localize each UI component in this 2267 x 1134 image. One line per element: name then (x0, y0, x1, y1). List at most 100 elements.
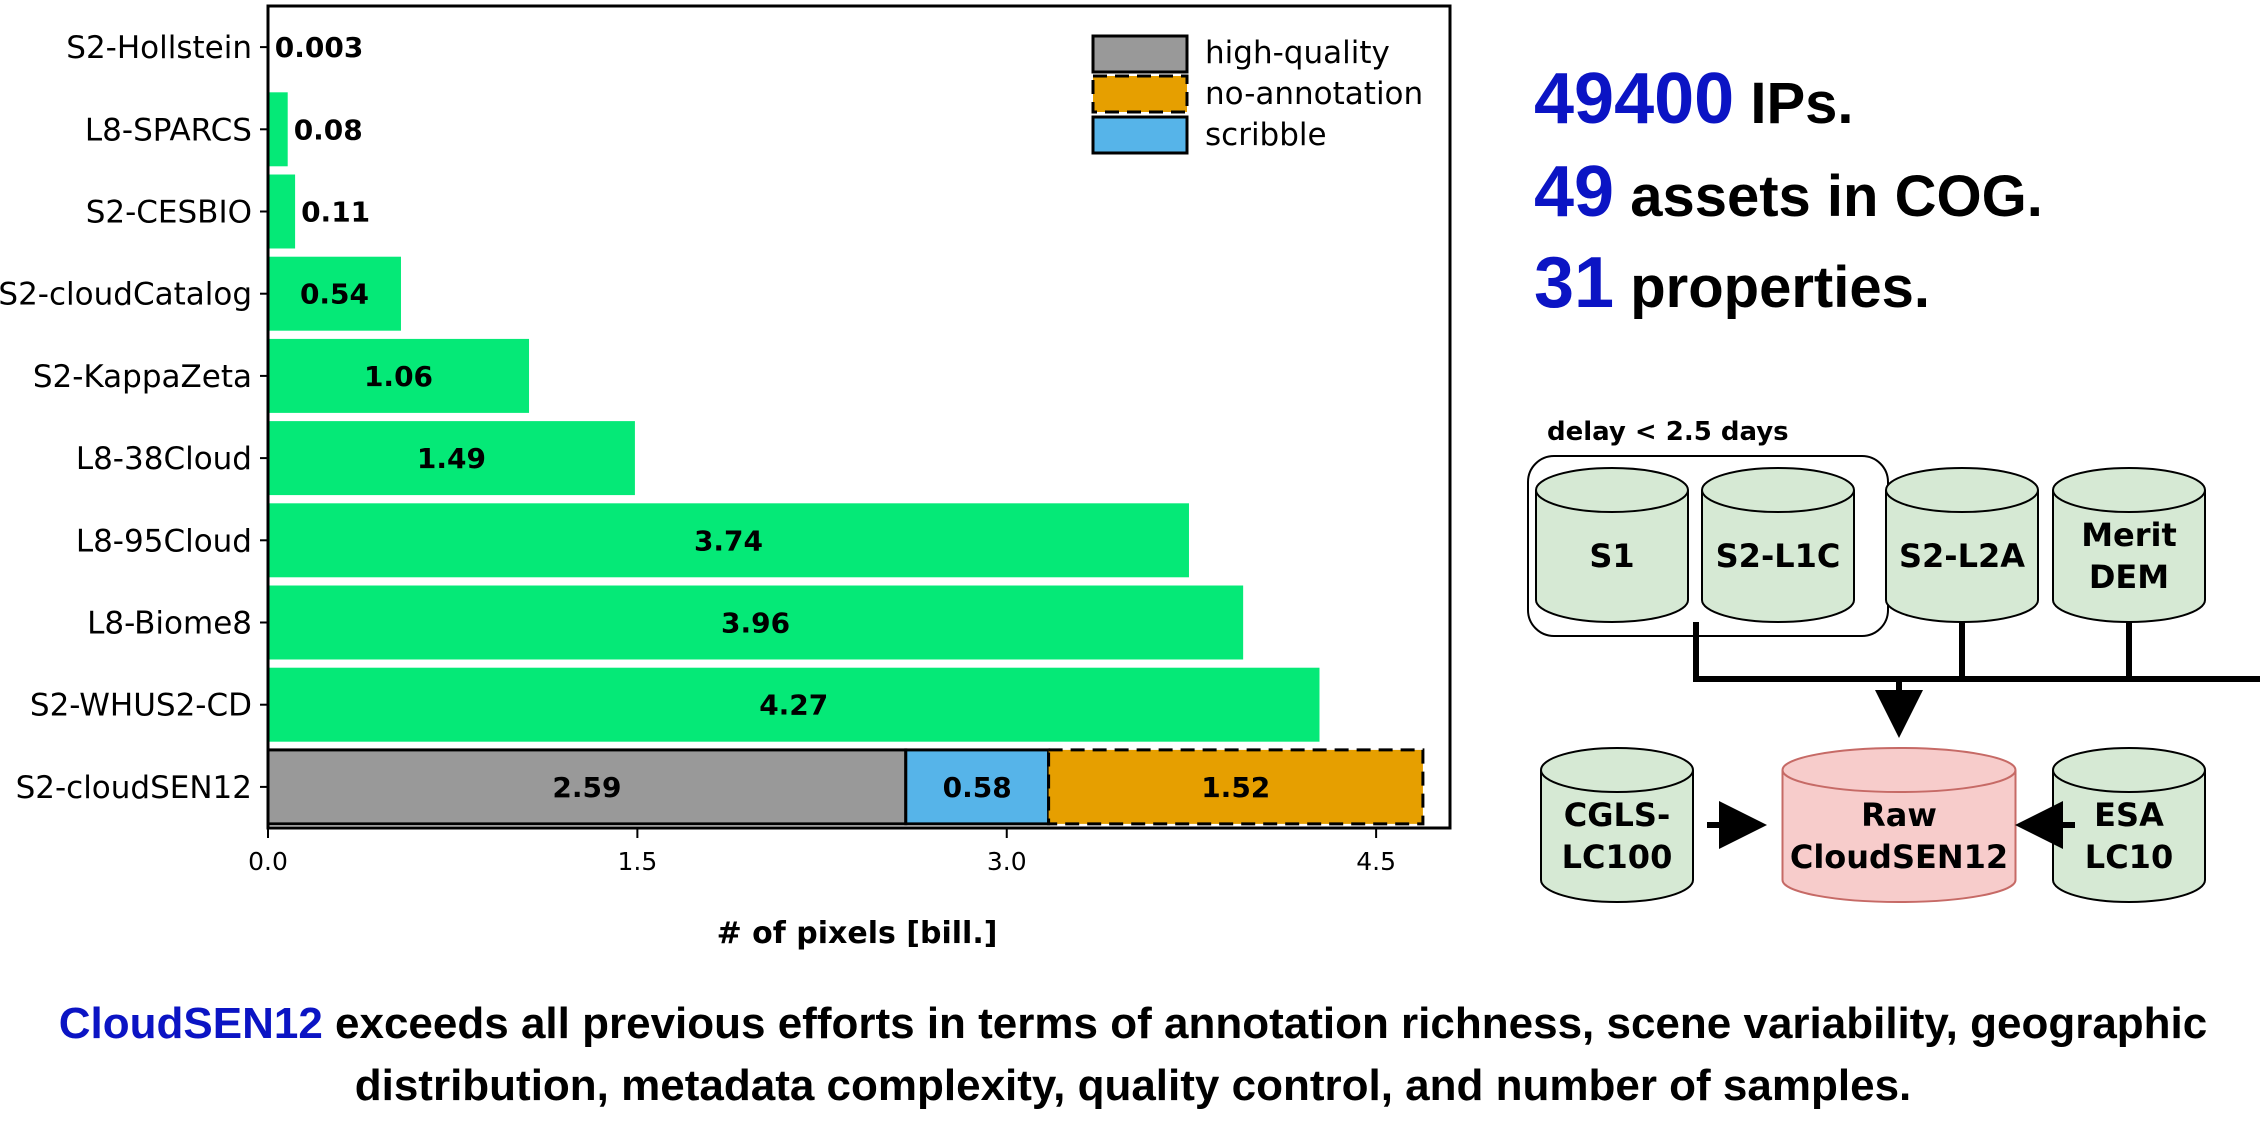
db-s2l1c-body (1701, 490, 1855, 623)
db-s1-top (1535, 467, 1689, 513)
stat-ips-text: IPs. (1734, 71, 1853, 136)
bar-segment-high-quality (266, 748, 908, 826)
db-merit: Merit DEM (2052, 467, 2206, 623)
stat-assets-text: assets in COG. (1614, 164, 2043, 229)
stat-assets-number: 49 (1534, 152, 1614, 232)
db-raw-cloudsen12-label: CloudSEN12 (1790, 838, 2008, 876)
db-s2l2a-body (1885, 490, 2039, 623)
db-s2l2a: S2-L2A (1885, 467, 2039, 623)
db-esa-lc10: ESA LC10 (2052, 747, 2206, 903)
legend-label-high-quality: high-quality (1205, 35, 1390, 71)
delay-group-label: delay < 2.5 days (1547, 417, 1789, 447)
bar-s2-cesbio (268, 174, 296, 249)
db-cgls-lc100-body (1540, 770, 1694, 903)
db-cgls-lc100: CGLS- LC100 (1540, 747, 1694, 903)
db-s2l1c-label: S2-L1C (1716, 537, 1841, 575)
db-esa-lc10-label: LC10 (2085, 838, 2173, 876)
db-esa-lc10-label: ESA (2094, 796, 2164, 834)
bar-value-label: 1.06 (364, 360, 433, 393)
db-s2l1c: S2-L1C (1701, 467, 1855, 623)
legend-label-no-annotation: no-annotation (1205, 76, 1423, 112)
legend-label-scribble: scribble (1205, 117, 1327, 153)
x-tick-label: 0.0 (248, 847, 288, 876)
legend-swatch-scribble (1091, 115, 1189, 155)
db-cgls-lc100-label: CGLS- (1564, 796, 1670, 834)
db-merit-body (2052, 490, 2206, 623)
category-label-l8-biome8: L8-Biome8 (87, 606, 252, 642)
db-merit-label: DEM (2089, 558, 2169, 596)
connector-merge (1693, 622, 2260, 682)
x-tick-label: 3.0 (987, 847, 1027, 876)
caption: CloudSEN12 exceeds all previous efforts … (59, 999, 2207, 1110)
bar-segment-no-annotation (1047, 748, 1425, 826)
stat-properties-number: 31 (1534, 243, 1614, 323)
data-flow-diagram: delay < 2.5 days S1 S2-L1C S2-L2A Merit DEM C… (1527, 417, 2260, 903)
category-label-s2-cloudsen12: S2-cloudSEN12 (16, 770, 252, 806)
db-cgls-lc100-label: LC100 (1562, 838, 1673, 876)
cylinders-layer: S1 S2-L1C S2-L2A Merit DEM CGLS- LC100 Raw Cloud… (1535, 467, 2206, 903)
category-labels-layer: S2-Hollstein L8-SPARCS S2-CESBIO S2-cloudCa… (0, 30, 268, 806)
category-label-s2-hollstein: S2-Hollstein (66, 30, 252, 66)
bar-value-label: 0.11 (301, 196, 370, 229)
bar-value-label: 2.59 (552, 771, 621, 804)
bar-value-label: 1.49 (417, 442, 486, 475)
bar-s2-whus2-cd (268, 667, 1320, 742)
stat-ips-number: 49400 (1534, 59, 1734, 139)
db-s2l2a-label: S2-L2A (1899, 537, 2025, 575)
db-esa-lc10-top (2052, 747, 2206, 793)
bar-value-label: 3.74 (694, 524, 763, 557)
bar-l8-95cloud (268, 503, 1189, 578)
db-merit-top (2052, 467, 2206, 513)
category-label-s2-kappazeta: S2-KappaZeta (33, 359, 252, 395)
bar-l8-38cloud (268, 421, 635, 496)
stat-assets: 49 assets in COG. (1534, 152, 2043, 232)
legend-swatch-no-annotation (1091, 74, 1189, 114)
bar-s2-kappazeta (268, 338, 530, 413)
category-label-s2-cesbio: S2-CESBIO (86, 195, 252, 231)
x-ticks-layer: 0.0 1.5 3.0 4.5 (248, 828, 1396, 876)
bar-value-label: 0.08 (294, 113, 363, 146)
caption-line-1: CloudSEN12 exceeds all previous efforts … (59, 999, 2207, 1048)
bar-value-label: 3.96 (721, 607, 790, 640)
bar-l8-biome8 (268, 585, 1244, 660)
db-merit-label: Merit (2081, 516, 2177, 554)
db-s2l2a-top (1885, 467, 2039, 513)
caption-highlight: CloudSEN12 (59, 999, 323, 1048)
bar-s2-cloudcatalog (268, 256, 401, 331)
db-s2l1c-top (1701, 467, 1855, 513)
bars-layer: 0.003 0.08 0.11 0.54 1.06 1.49 3.74 3.96 4.27 2.5… (266, 10, 1425, 826)
db-s1-label: S1 (1589, 537, 1634, 575)
stat-ips: 49400 IPs. (1534, 59, 1854, 139)
bar-segment-scribble (904, 748, 1051, 826)
stats-panel: 49400 IPs. 49 assets in COG. 31 properti… (1534, 59, 2043, 323)
db-raw-cloudsen12-label: Raw (1861, 796, 1937, 834)
category-label-l8-38cloud: L8-38Cloud (76, 441, 252, 477)
db-esa-lc10-body (2052, 770, 2206, 903)
plot-frame (266, 4, 1452, 830)
bar-value-label: 1.52 (1201, 771, 1270, 804)
db-raw-cloudsen12: Raw CloudSEN12 (1781, 747, 2017, 903)
category-label-s2-whus2-cd: S2-WHUS2-CD (30, 688, 252, 724)
bar-value-label: 0.58 (943, 771, 1012, 804)
bar-value-label: 0.54 (300, 278, 369, 311)
category-label-l8-95cloud: L8-95Cloud (76, 523, 252, 559)
db-raw-cloudsen12-top (1781, 747, 2017, 793)
x-tick-label: 4.5 (1356, 847, 1396, 876)
bar-value-label: 0.003 (275, 31, 364, 64)
legend-swatch-high-quality (1091, 34, 1189, 74)
legend: high-quality no-annotation scribble (1091, 34, 1423, 155)
db-cgls-lc100-top (1540, 747, 1694, 793)
bar-value-label: 4.27 (759, 689, 828, 722)
db-raw-cloudsen12-body (1781, 770, 2017, 903)
caption-line-2: distribution, metadata complexity, quali… (355, 1061, 1912, 1110)
stat-properties-text: properties. (1614, 255, 1930, 320)
db-s1: S1 (1535, 467, 1689, 623)
bar-chart: 0.003 0.08 0.11 0.54 1.06 1.49 3.74 3.96 4.27 2.5… (0, 4, 1452, 951)
category-label-s2-cloudcatalog: S2-cloudCatalog (0, 277, 252, 313)
caption-line-1-rest: exceeds all previous efforts in terms of… (323, 999, 2207, 1048)
db-s1-body (1535, 490, 1689, 623)
x-axis-label: # of pixels [bill.] (717, 916, 998, 951)
x-tick-label: 1.5 (617, 847, 657, 876)
bar-l8-sparcs (268, 92, 288, 167)
category-label-l8-sparcs: L8-SPARCS (85, 112, 252, 148)
